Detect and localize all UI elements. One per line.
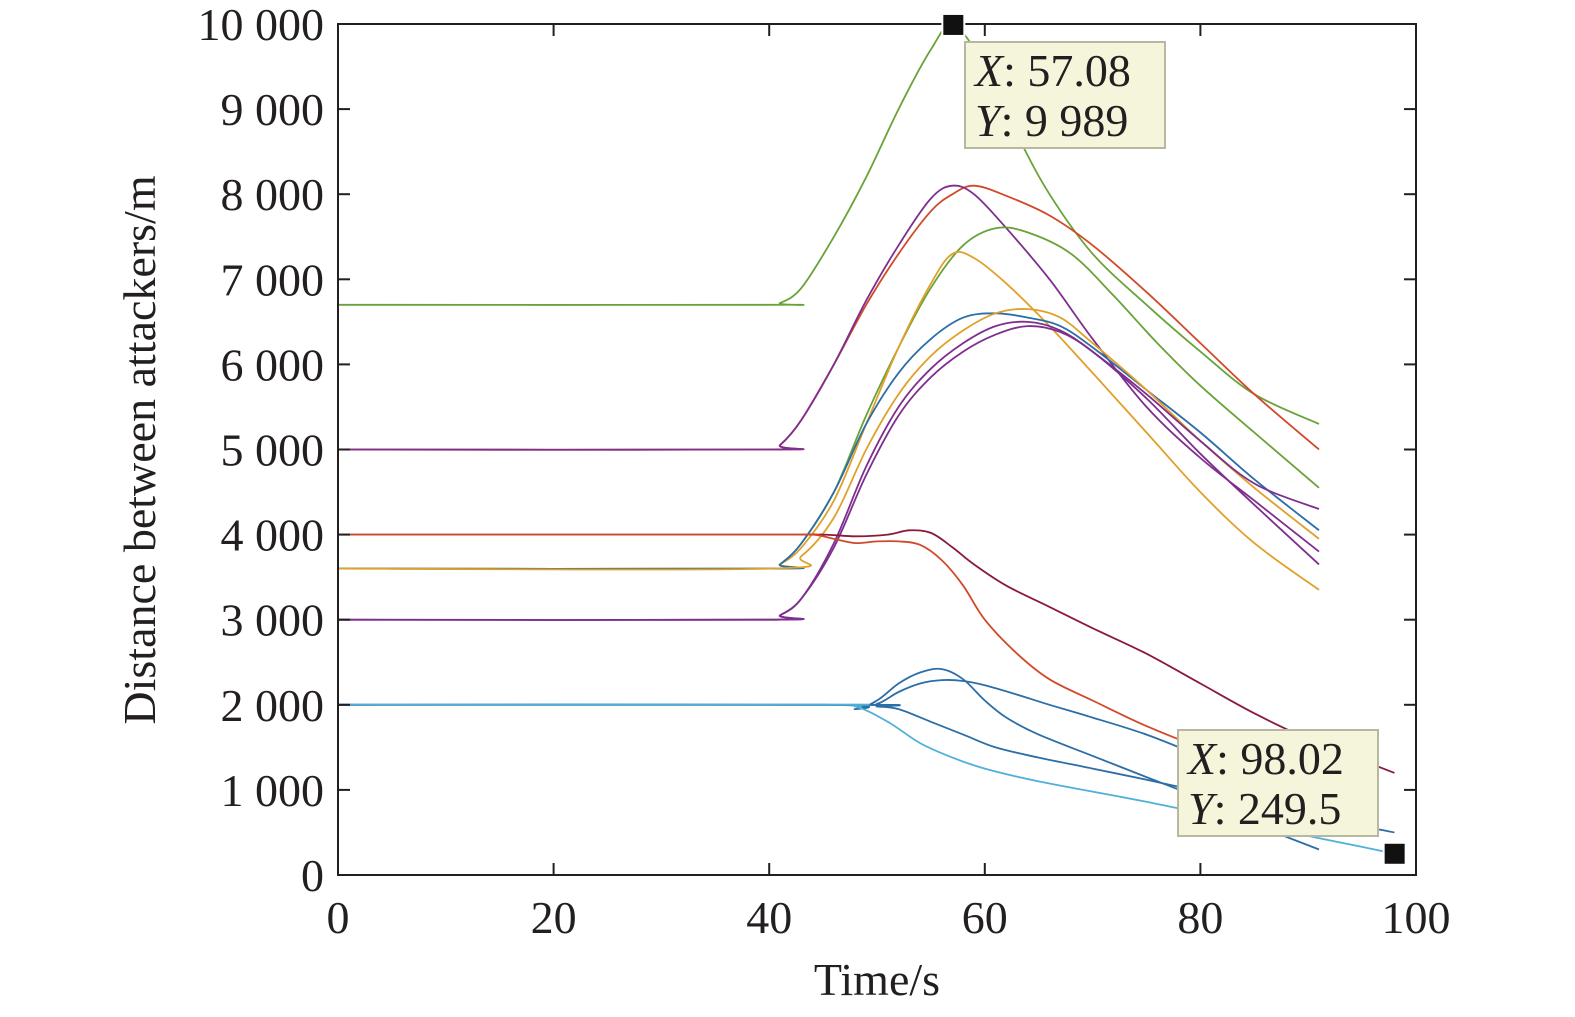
x-tick-label: 100 xyxy=(1382,892,1451,943)
x-axis-title: Time/s xyxy=(814,954,940,1005)
data-tip-marker xyxy=(1382,841,1407,866)
data-tip-x-text: X: 98.02 xyxy=(1186,733,1344,784)
data-tip-marker xyxy=(941,12,966,37)
y-tick-label: 10 000 xyxy=(198,0,325,50)
series-line-purple-lower-2 xyxy=(337,325,1320,621)
series-line-blue-bump xyxy=(337,667,1320,851)
data-tip: X: 57.08Y: 9 989 xyxy=(941,12,1166,149)
y-tick-label: 5 000 xyxy=(221,425,325,476)
series-line-yellow-mid xyxy=(337,308,1320,571)
y-axis-title: Distance between attackers/m xyxy=(114,175,165,724)
y-tick-label: 4 000 xyxy=(221,510,325,561)
series-line-blue-bump-2 xyxy=(337,679,1320,800)
series-line-green-mid xyxy=(337,226,1320,570)
data-tip: X: 98.02Y: 249.5 xyxy=(1177,729,1407,866)
y-tick-label: 1 000 xyxy=(221,765,325,816)
y-tick-label: 2 000 xyxy=(221,680,325,731)
y-tick-label: 6 000 xyxy=(221,339,325,390)
y-tick-label: 0 xyxy=(301,850,324,901)
data-tip-box xyxy=(1177,729,1379,837)
series-line-yellow xyxy=(337,251,1320,591)
y-tick-label: 8 000 xyxy=(221,169,325,220)
tick-layer: 0 20 40 60 80 100 0 1 000 2 000 3 000 4 000 5 000 6 … xyxy=(198,0,1451,943)
series-line-red-lower xyxy=(338,533,1309,778)
datatip-layer: X: 57.08Y: 9 989 X: 98.02Y: 249.5 xyxy=(941,12,1407,866)
x-tick-label: 80 xyxy=(1177,892,1223,943)
y-tick-label: 7 000 xyxy=(221,254,325,305)
x-tick-label: 60 xyxy=(962,892,1008,943)
x-tick-label: 0 xyxy=(327,892,350,943)
y-tick-label: 3 000 xyxy=(221,595,325,646)
x-tick-label: 20 xyxy=(531,892,577,943)
series-line-purple-upper xyxy=(337,184,1320,553)
series-line-purple-lower xyxy=(337,320,1320,621)
series-line-green-top xyxy=(337,23,1320,425)
series-line-maroon xyxy=(338,529,1395,774)
data-tip-y-text: Y: 249.5 xyxy=(1188,783,1341,834)
data-tip-y-text: Y: 9 989 xyxy=(975,95,1128,146)
data-tip-x-text: X: 57.08 xyxy=(973,45,1131,96)
x-tick-label: 40 xyxy=(746,892,792,943)
y-tick-label: 9 000 xyxy=(221,84,325,135)
series-line-blue-upper xyxy=(337,312,1320,570)
data-tip-box xyxy=(964,41,1166,149)
